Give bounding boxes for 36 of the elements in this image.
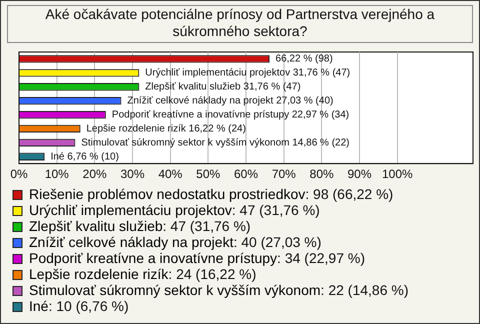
x-tick-label: 50% xyxy=(196,167,220,182)
data-label: Stimulovať súkromný sektor k vyšším výkonom 14,86 % (22) xyxy=(81,137,350,148)
legend-label: Iné xyxy=(29,298,49,314)
data-label: Lepšie rozdelenie rizík 16,22 % (24) xyxy=(86,123,246,134)
chart-title: Aké očakávate potenciálne prínosy od Partnerstva verejného a súkromného sektora? xyxy=(7,5,473,43)
text: : 24 (16,22 %) xyxy=(168,266,256,282)
x-tick-label: 0% xyxy=(10,167,28,182)
legend-label: Urýchliť implementáciu projektov xyxy=(29,202,232,218)
x-tick-label: 10% xyxy=(44,167,70,182)
data-label: Podporiť kreatívne a inovatívne prístupy 22,97 % (34) xyxy=(112,110,350,121)
data-label: Urýchliť implementáciu projektov 31,76 % (47) xyxy=(145,68,350,79)
text: : 10 (6,76 %) xyxy=(48,298,129,314)
text: : 47 (31,76 %) xyxy=(232,202,320,218)
x-tick-label: 30% xyxy=(120,167,145,182)
x-tick-label: 70% xyxy=(272,167,296,182)
x-tick-label: 100% xyxy=(382,167,414,182)
legend-label: Riešenie problémov nedostatku prostriedkov xyxy=(29,186,306,202)
legend-label: Lepšie rozdelenie rizík xyxy=(29,266,170,282)
text: : 22 (14,86 %) xyxy=(320,282,408,298)
legend-label: Podporiť kreatívne a inovatívne prístupy xyxy=(29,250,278,266)
data-label: Iné 6,76 % (10) xyxy=(50,151,119,162)
x-tick-label: 20% xyxy=(82,167,107,182)
text: : 98 (66,22 %) xyxy=(305,186,394,202)
x-tick-label: 90% xyxy=(347,167,372,182)
legend-label: Znížiť celkové náklady na projekt xyxy=(29,234,234,250)
text: : 34 (22,97 %) xyxy=(277,250,365,266)
text: : 40 (27,03 %) xyxy=(233,234,322,250)
x-tick-label: 40% xyxy=(158,167,183,182)
data-label: 66,22 % (98) xyxy=(276,54,333,65)
x-tick-label: 60% xyxy=(234,167,258,182)
data-label: Znížiť celkové náklady na projekt 27,03 % (40) xyxy=(127,96,334,107)
x-tick-label: 80% xyxy=(310,167,334,182)
legend-label: Stimulovať súkromný sektor k vyšším výkonom xyxy=(29,282,321,298)
legend-label: Zlepšiť kvalitu služieb xyxy=(29,218,163,234)
text: : 47 (31,76 %) xyxy=(162,218,251,234)
data-label: Zlepšiť kvalitu služieb 31,76 % (47) xyxy=(145,82,301,93)
